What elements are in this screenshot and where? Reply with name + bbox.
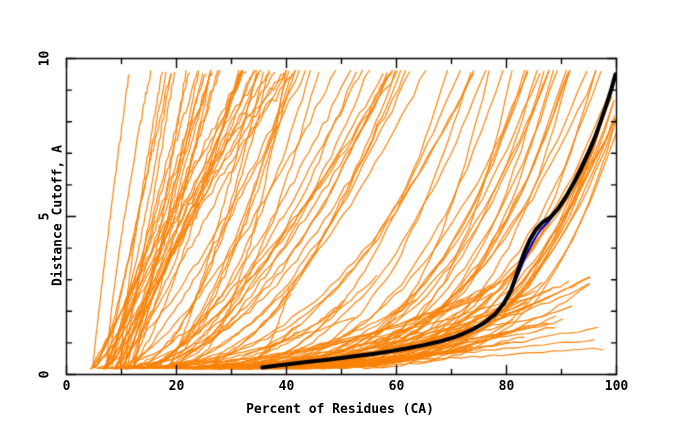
y-axis-label: Distance Cutoff, A [50, 145, 66, 286]
x-axis-label: Percent of Residues (CA) [246, 402, 434, 417]
y-tick-label: 10 [37, 50, 53, 66]
x-tick-label: 60 [388, 379, 405, 394]
x-tick-label: 40 [278, 379, 295, 394]
x-tick-label: 100 [604, 379, 629, 394]
x-tick-label: 20 [168, 379, 185, 394]
x-tick-label: 80 [498, 379, 515, 394]
y-tick-label: 5 [37, 212, 53, 220]
y-tick-label: 0 [37, 370, 53, 378]
x-tick-label: 0 [62, 379, 71, 394]
